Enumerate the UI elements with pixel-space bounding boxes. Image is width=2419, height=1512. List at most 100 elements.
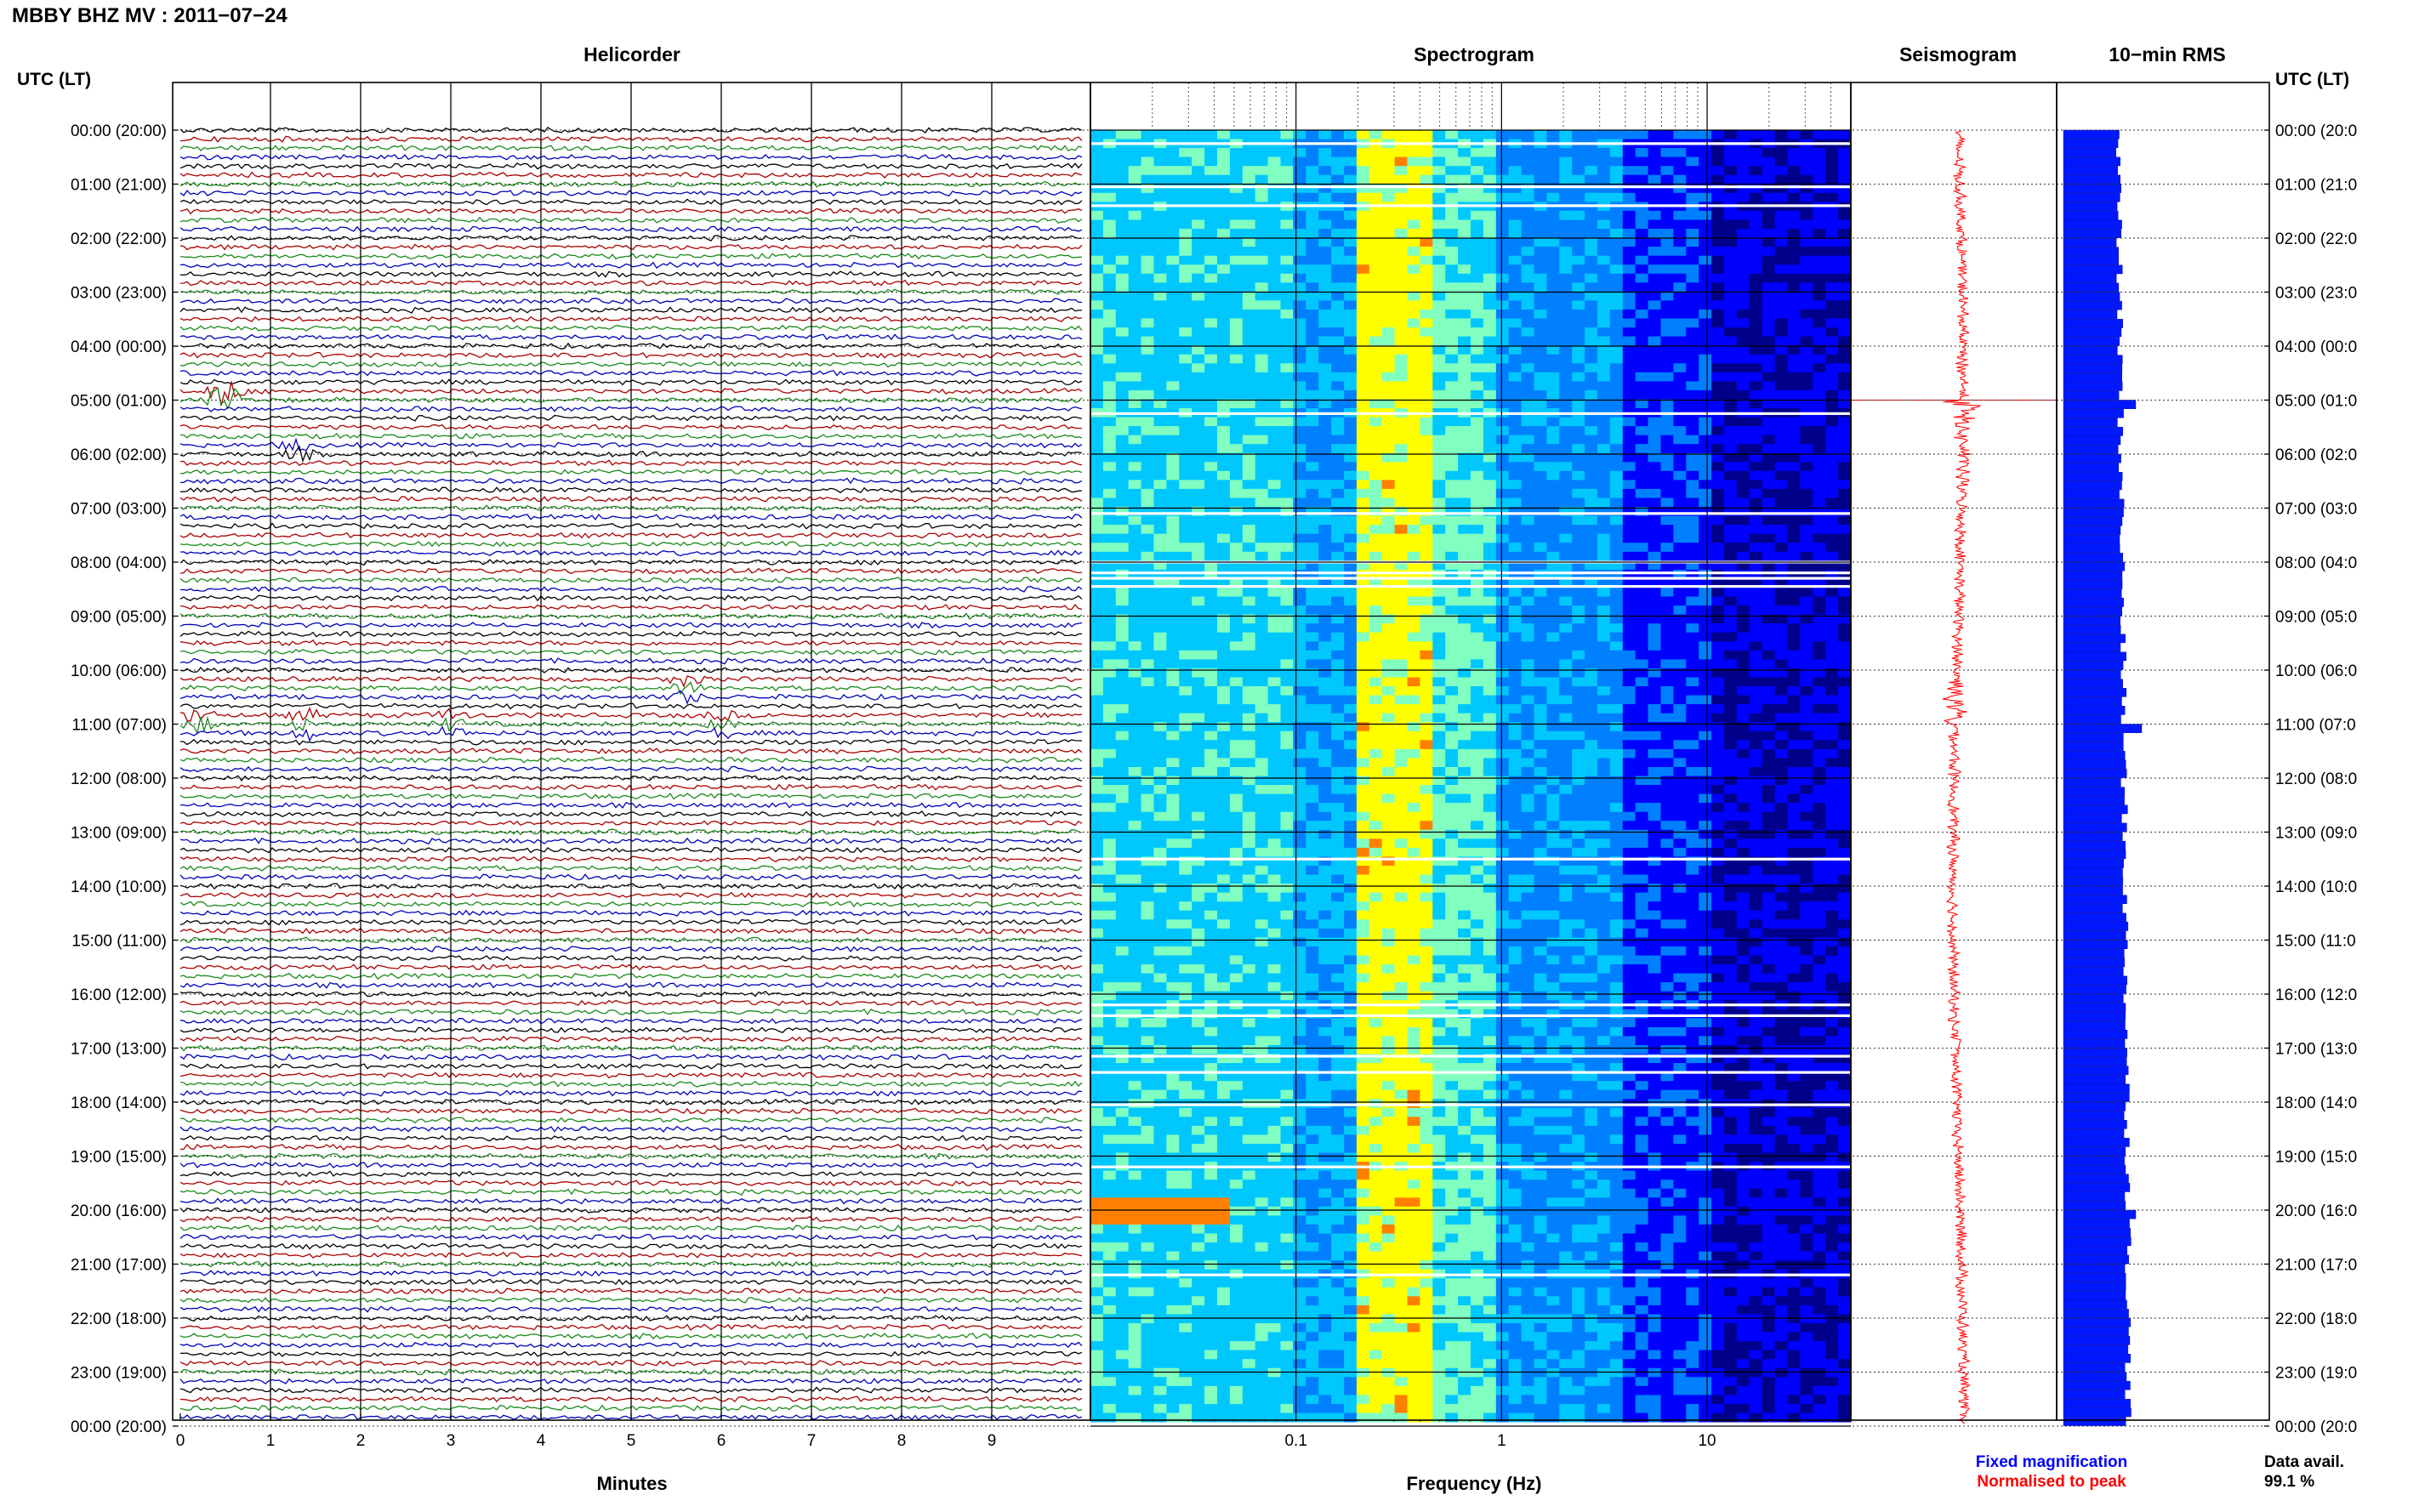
spectrogram-cell <box>1458 426 1471 436</box>
spectrogram-cell <box>1344 130 1357 139</box>
spectrogram-cell <box>1318 1009 1332 1019</box>
spectrogram-cell <box>1356 291 1370 301</box>
spectrogram-cell <box>1128 892 1142 902</box>
spectrogram-cell <box>1204 946 1218 956</box>
spectrogram-cell <box>1318 525 1332 535</box>
spectrogram-cell <box>1267 444 1282 454</box>
spectrogram-cell <box>1394 336 1409 346</box>
spectrogram-cell <box>1280 462 1294 472</box>
spectrogram-cell <box>1217 838 1231 849</box>
spectrogram-cell <box>1166 525 1180 535</box>
spectrogram-cell <box>1255 1045 1269 1054</box>
spectrogram-cell <box>1508 829 1523 839</box>
spectrogram-cell <box>1217 470 1231 480</box>
spectrogram-cell <box>1445 1071 1459 1082</box>
spectrogram-cell <box>1432 264 1446 275</box>
spectrogram-cell <box>1495 247 1510 257</box>
spectrogram-cell <box>1267 569 1282 579</box>
spectrogram-cell <box>1179 1170 1192 1180</box>
spectrogram-cell <box>1217 345 1231 355</box>
spectrogram-cell <box>1153 255 1167 265</box>
spectrogram-cell <box>1141 148 1155 158</box>
spectrogram-cell <box>1306 955 1319 965</box>
spectrogram-cell <box>1293 1341 1306 1351</box>
spectrogram-cell <box>1090 1197 1104 1208</box>
spectrogram-cell <box>1331 1063 1345 1073</box>
spectrogram-cell <box>1293 1054 1306 1064</box>
spectrogram-cell <box>1141 605 1155 616</box>
spectrogram-cell <box>1217 354 1231 364</box>
spectrogram-cell <box>1179 1054 1192 1064</box>
spectrogram-cell <box>1432 686 1446 696</box>
spectrogram-cell <box>1255 632 1269 642</box>
spectrogram-cell <box>1508 184 1523 194</box>
spectrogram-cell <box>1255 1188 1269 1198</box>
spectrogram-cell <box>1293 327 1306 338</box>
spectrogram-cell <box>1141 219 1155 230</box>
spectrogram-cell <box>1394 919 1409 929</box>
spectrogram-cell <box>1420 130 1433 139</box>
spectrogram-cell <box>1090 1152 1104 1162</box>
spectrogram-cell <box>1483 327 1497 338</box>
spectrogram-cell <box>1331 470 1345 480</box>
spectrogram-cell <box>1344 300 1357 310</box>
spectrogram-cell <box>1445 525 1459 535</box>
spectrogram-cell <box>1420 1107 1433 1117</box>
spectrogram-cell <box>1255 1063 1269 1073</box>
spectrogram-cell <box>1293 417 1306 427</box>
spectrogram-cell <box>1420 345 1433 355</box>
spectrogram-cell <box>1217 704 1231 714</box>
spectrogram-cell <box>1407 1089 1420 1100</box>
spectrogram-cell <box>1204 399 1218 409</box>
spectrogram-cell <box>1381 273 1396 283</box>
spectrogram-cell <box>1166 1242 1180 1252</box>
spectrogram-cell <box>1407 310 1420 319</box>
spectrogram-cell <box>1306 946 1319 956</box>
spectrogram-cell <box>1166 184 1180 194</box>
spectrogram-cell <box>1458 247 1471 257</box>
spectrogram-cell <box>1255 1359 1269 1369</box>
spectrogram-cell <box>1445 497 1459 508</box>
spectrogram-cell <box>1153 462 1167 472</box>
spectrogram-cell <box>1369 444 1383 454</box>
spectrogram-cell <box>1255 1170 1269 1180</box>
spectrogram-cell <box>1141 184 1155 194</box>
spectrogram-cell <box>1293 1359 1306 1369</box>
spectrogram-cell <box>1432 748 1446 759</box>
spectrogram-cell <box>1102 677 1117 687</box>
spectrogram-cell <box>1394 811 1409 821</box>
spectrogram-cell <box>1115 821 1130 831</box>
spectrogram-cell <box>1090 695 1104 705</box>
spectrogram-cell <box>1318 399 1332 409</box>
spectrogram-cell <box>1153 273 1167 283</box>
spectrogram-cell <box>1331 515 1345 526</box>
spectrogram-cell <box>1356 363 1370 373</box>
spectrogram-cell <box>1128 560 1142 571</box>
spectrogram-cell <box>1331 389 1345 400</box>
spectrogram-cell <box>1381 704 1396 714</box>
spectrogram-cell <box>1495 919 1510 929</box>
spectrogram-cell <box>1369 1107 1383 1117</box>
spectrogram-cell <box>1166 435 1180 445</box>
spectrogram-cell <box>1280 533 1294 543</box>
spectrogram-cell <box>1318 695 1332 705</box>
spectrogram-cell <box>1204 722 1218 732</box>
spectrogram-cell <box>1204 247 1218 257</box>
spectrogram-cell <box>1115 632 1130 642</box>
spectrogram-cell <box>1508 838 1523 849</box>
spectrogram-cell <box>1420 748 1433 759</box>
spectrogram-cell <box>1280 1063 1294 1073</box>
spectrogram-cell <box>1217 247 1231 257</box>
spectrogram-cell <box>1306 1323 1319 1333</box>
spectrogram-cell <box>1102 650 1117 660</box>
spectrogram-cell <box>1458 659 1471 669</box>
spectrogram-cell <box>1471 1385 1484 1395</box>
spectrogram-cell <box>1394 650 1409 660</box>
spectrogram-cell <box>1508 156 1523 167</box>
spectrogram-cell <box>1306 264 1319 275</box>
spectrogram-cell <box>1141 1188 1155 1198</box>
spectrogram-cell <box>1255 327 1269 338</box>
spectrogram-cell <box>1115 264 1130 275</box>
spectrogram-cell <box>1242 605 1256 616</box>
spectrogram-cell <box>1166 866 1180 875</box>
